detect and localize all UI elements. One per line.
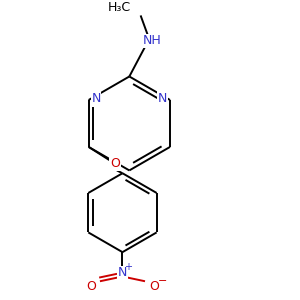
Text: +: +: [124, 262, 132, 272]
Text: O: O: [149, 280, 159, 293]
Text: O: O: [110, 157, 120, 170]
Text: NH: NH: [142, 34, 161, 47]
Text: N: N: [92, 92, 101, 105]
Text: −: −: [158, 276, 168, 286]
Text: N: N: [118, 266, 127, 279]
Text: N: N: [158, 92, 167, 105]
Text: H₃C: H₃C: [108, 2, 131, 14]
Text: O: O: [86, 280, 96, 293]
